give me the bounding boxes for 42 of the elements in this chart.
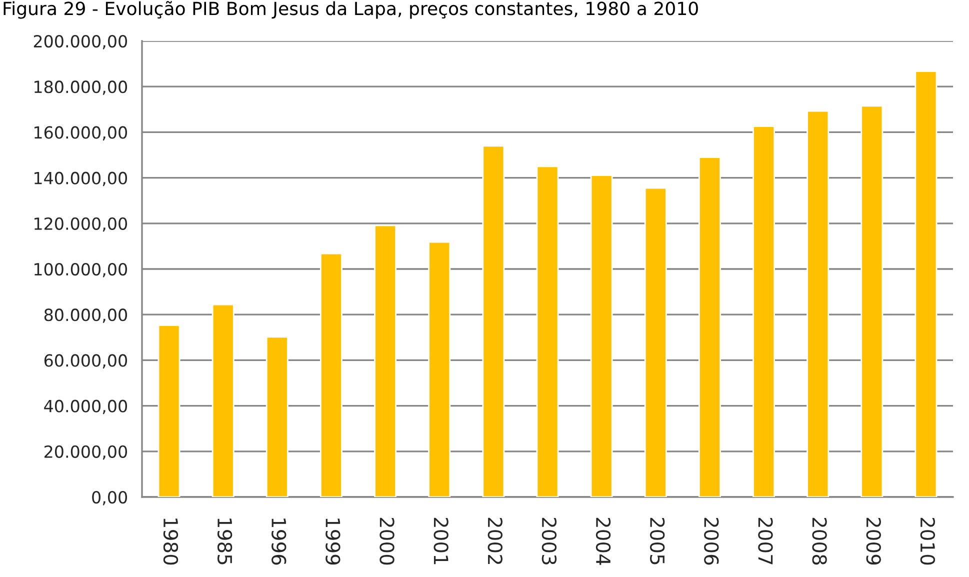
x-tick-label: 2006 bbox=[704, 518, 719, 565]
bar bbox=[644, 187, 667, 497]
y-tick-label: 120.000,00 bbox=[34, 217, 128, 232]
y-tick-label: 160.000,00 bbox=[34, 126, 128, 140]
x-tick-label: 2007 bbox=[758, 518, 773, 564]
y-tick-label: 0,00 bbox=[92, 490, 128, 506]
y-tick-label: 100.000,00 bbox=[34, 262, 128, 278]
x-tick-label: 2008 bbox=[812, 518, 827, 565]
x-tick-label: 2003 bbox=[542, 518, 557, 564]
y-tick-label: 40.000,00 bbox=[44, 400, 128, 414]
bar bbox=[698, 156, 721, 497]
x-tick-label: 2004 bbox=[596, 518, 611, 565]
bar bbox=[266, 336, 288, 497]
x-tick-label: 2000 bbox=[380, 518, 394, 565]
x-tick-label: 2010 bbox=[920, 518, 936, 565]
bar bbox=[374, 224, 397, 497]
y-tick-label: 60.000,00 bbox=[44, 354, 128, 368]
x-tick-label: 2005 bbox=[650, 518, 665, 564]
y-tick-label: 80.000,00 bbox=[44, 308, 128, 323]
y-tick-label: 140.000,00 bbox=[34, 172, 128, 186]
bar bbox=[482, 145, 505, 497]
chart-title: Figura 29 - Evolução PIB Bom Jesus da Lapa, preços constantes, 1980 a 2010 bbox=[4, 1, 698, 19]
y-tick-label: 200.000,00 bbox=[34, 34, 128, 50]
bar bbox=[860, 105, 884, 497]
x-tick-label: 1980 bbox=[163, 518, 178, 565]
bar bbox=[536, 166, 559, 497]
bar bbox=[320, 252, 342, 497]
bar bbox=[752, 126, 776, 497]
x-tick-label: 2009 bbox=[866, 518, 881, 565]
bar bbox=[212, 304, 234, 497]
y-tick-label: 20.000,00 bbox=[44, 445, 128, 460]
x-tick-label: 1996 bbox=[272, 518, 286, 565]
x-tick-label: 2002 bbox=[488, 518, 502, 564]
bar bbox=[428, 241, 451, 497]
x-tick-label: 1999 bbox=[326, 518, 340, 565]
x-tick-label: 1985 bbox=[217, 518, 232, 564]
bar bbox=[806, 110, 830, 497]
bar bbox=[158, 324, 180, 497]
bar bbox=[590, 174, 613, 497]
bar bbox=[914, 70, 938, 497]
y-tick-label: 180.000,00 bbox=[34, 80, 128, 95]
x-tick-label: 2001 bbox=[434, 518, 448, 564]
